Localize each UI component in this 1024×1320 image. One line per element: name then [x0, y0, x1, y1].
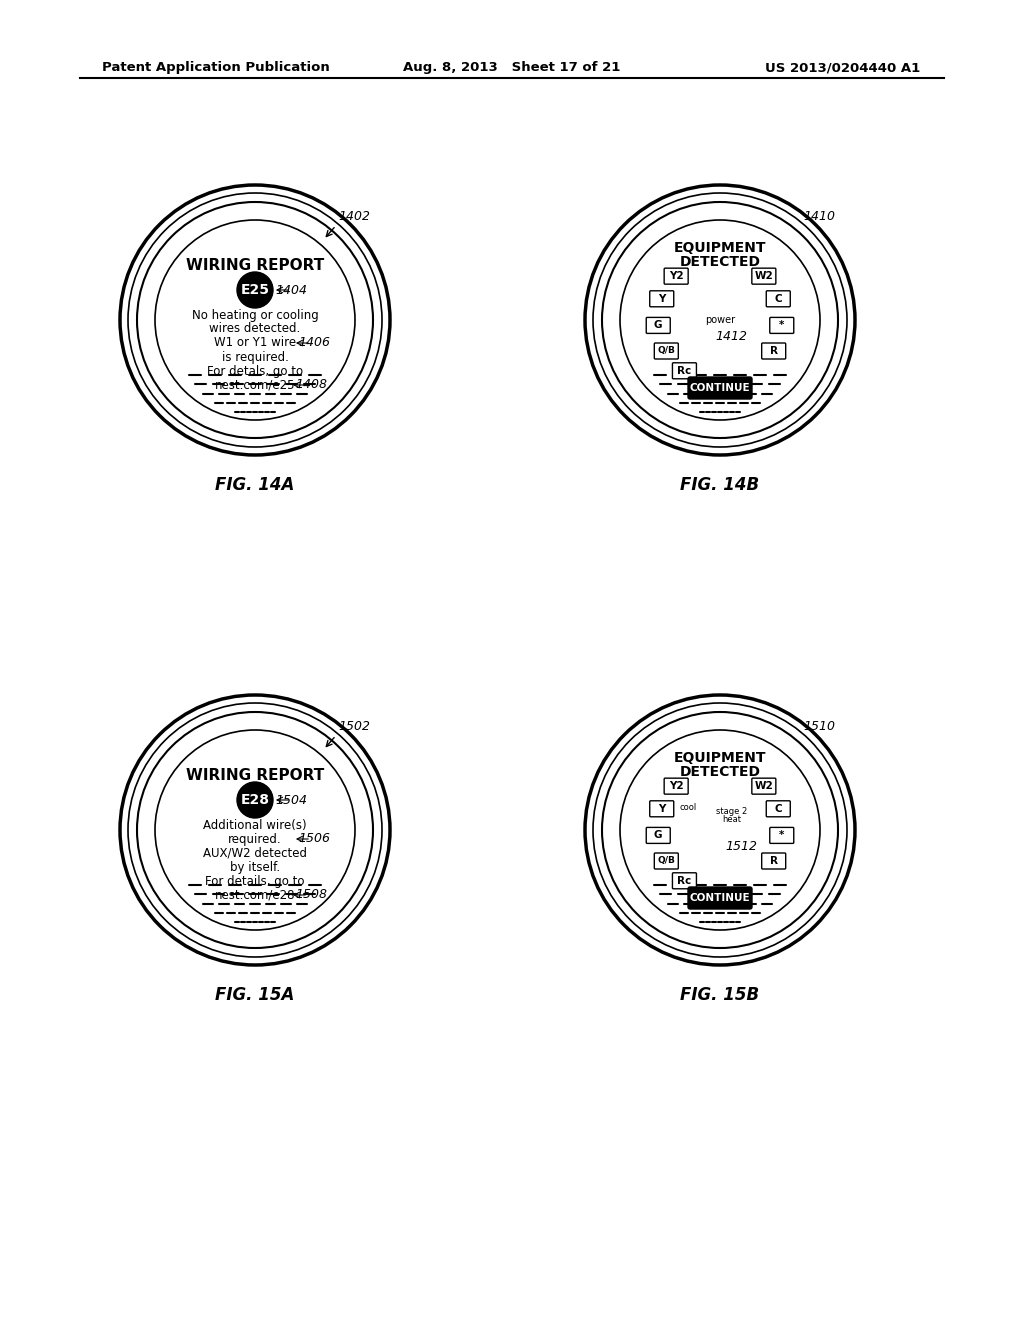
Text: 1512: 1512	[725, 840, 757, 853]
Text: Aug. 8, 2013   Sheet 17 of 21: Aug. 8, 2013 Sheet 17 of 21	[403, 62, 621, 74]
Text: Rc: Rc	[677, 875, 691, 886]
Text: Y2: Y2	[669, 271, 683, 281]
Text: Y: Y	[658, 804, 666, 814]
Text: W1 or Y1 wire: W1 or Y1 wire	[214, 337, 296, 350]
Text: required.: required.	[228, 833, 282, 846]
Text: US 2013/0204440 A1: US 2013/0204440 A1	[765, 62, 920, 74]
Text: R: R	[770, 855, 777, 866]
FancyBboxPatch shape	[665, 268, 688, 284]
Text: Patent Application Publication: Patent Application Publication	[102, 62, 330, 74]
Text: stage 2: stage 2	[717, 808, 748, 817]
Text: C: C	[774, 804, 782, 814]
Text: 1412: 1412	[715, 330, 746, 343]
FancyBboxPatch shape	[646, 828, 671, 843]
FancyBboxPatch shape	[646, 317, 671, 334]
Text: 1508: 1508	[295, 888, 327, 902]
Text: WIRING REPORT: WIRING REPORT	[186, 257, 325, 272]
Text: CONTINUE: CONTINUE	[690, 894, 751, 903]
Text: FIG. 15B: FIG. 15B	[680, 986, 760, 1005]
Text: W2: W2	[755, 271, 773, 281]
Text: Y: Y	[658, 294, 666, 304]
Text: nest.com/e28: nest.com/e28	[215, 888, 295, 902]
Text: power: power	[705, 315, 735, 325]
Text: FIG. 14B: FIG. 14B	[680, 477, 760, 494]
FancyBboxPatch shape	[752, 779, 776, 795]
Circle shape	[237, 272, 273, 308]
Text: 1408: 1408	[295, 379, 327, 392]
Text: CONTINUE: CONTINUE	[690, 383, 751, 393]
FancyBboxPatch shape	[688, 378, 752, 399]
Text: Y2: Y2	[669, 781, 683, 791]
Text: W2: W2	[755, 781, 773, 791]
Text: Rc: Rc	[677, 366, 691, 376]
Text: nest.com/e25: nest.com/e25	[215, 379, 295, 392]
FancyBboxPatch shape	[665, 779, 688, 795]
Text: For details, go to: For details, go to	[205, 874, 305, 887]
Text: cool: cool	[679, 804, 696, 813]
Text: EQUIPMENT: EQUIPMENT	[674, 242, 766, 255]
Text: 1502: 1502	[339, 719, 371, 733]
Text: For detals, go to: For detals, go to	[207, 364, 303, 378]
FancyBboxPatch shape	[654, 853, 678, 869]
Text: DETECTED: DETECTED	[680, 766, 761, 779]
Text: AUX/W2 detected: AUX/W2 detected	[203, 846, 307, 859]
Text: Q/B: Q/B	[657, 857, 675, 866]
Text: is required.: is required.	[221, 351, 289, 363]
Text: G: G	[654, 830, 663, 841]
Text: *: *	[779, 321, 784, 330]
FancyBboxPatch shape	[650, 290, 674, 306]
FancyBboxPatch shape	[762, 853, 785, 869]
Text: FIG. 15A: FIG. 15A	[215, 986, 295, 1005]
Text: 1406: 1406	[298, 337, 330, 350]
Text: 1404: 1404	[275, 284, 307, 297]
Circle shape	[237, 781, 273, 818]
Text: WIRING REPORT: WIRING REPORT	[186, 767, 325, 783]
Text: by itself.: by itself.	[230, 861, 280, 874]
FancyBboxPatch shape	[762, 343, 785, 359]
FancyBboxPatch shape	[654, 343, 678, 359]
Text: *: *	[779, 830, 784, 841]
FancyBboxPatch shape	[770, 828, 794, 843]
Text: 1506: 1506	[298, 833, 330, 846]
Text: DETECTED: DETECTED	[680, 255, 761, 269]
FancyBboxPatch shape	[766, 290, 791, 306]
FancyBboxPatch shape	[752, 268, 776, 284]
FancyBboxPatch shape	[673, 873, 696, 888]
FancyBboxPatch shape	[673, 363, 696, 379]
Text: FIG. 14A: FIG. 14A	[215, 477, 295, 494]
FancyBboxPatch shape	[688, 887, 752, 909]
Text: 1504: 1504	[275, 793, 307, 807]
Text: EQUIPMENT: EQUIPMENT	[674, 751, 766, 766]
Text: wires detected.: wires detected.	[209, 322, 301, 335]
Text: 1402: 1402	[339, 210, 371, 223]
Text: Additional wire(s): Additional wire(s)	[203, 818, 307, 832]
FancyBboxPatch shape	[650, 801, 674, 817]
Text: E28: E28	[241, 793, 269, 807]
Text: G: G	[654, 321, 663, 330]
Text: 1510: 1510	[804, 719, 836, 733]
Text: heat: heat	[723, 816, 741, 825]
Text: Q/B: Q/B	[657, 346, 675, 355]
FancyBboxPatch shape	[766, 801, 791, 817]
Text: R: R	[770, 346, 777, 356]
FancyBboxPatch shape	[770, 317, 794, 334]
Text: E25: E25	[241, 282, 269, 297]
Text: 1410: 1410	[804, 210, 836, 223]
Text: C: C	[774, 294, 782, 304]
Text: No heating or cooling: No heating or cooling	[191, 309, 318, 322]
